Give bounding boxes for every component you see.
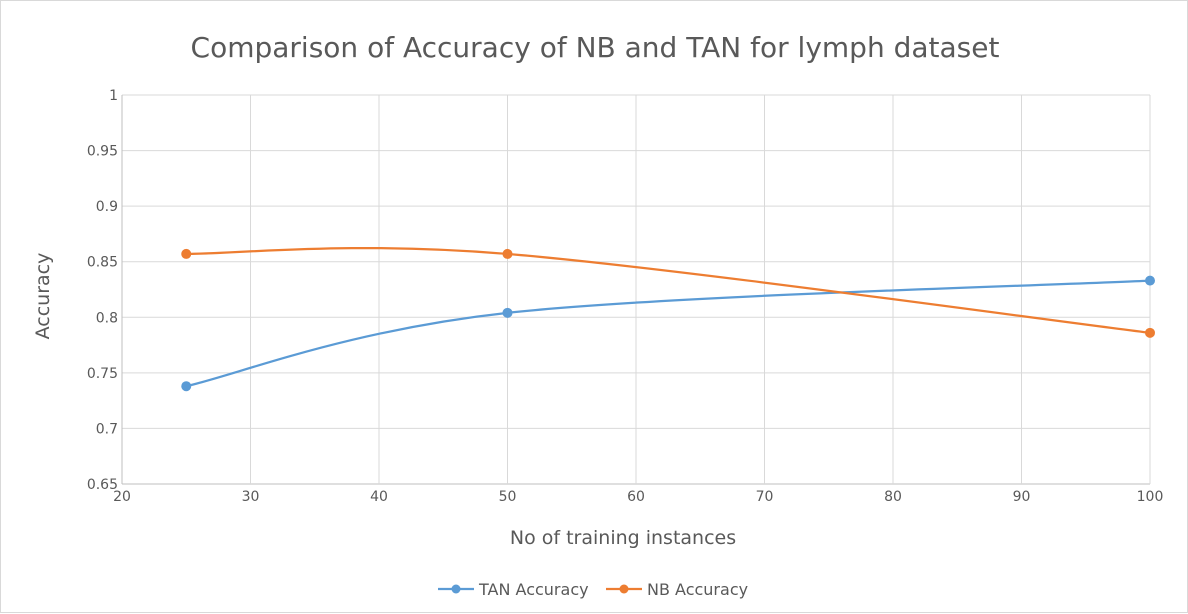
data-point[interactable] <box>181 248 192 259</box>
legend-item[interactable]: NB Accuracy <box>606 580 748 599</box>
data-point[interactable] <box>502 248 513 259</box>
series-lines <box>181 246 1155 392</box>
series-line <box>185 279 1151 388</box>
y-tick-label: 0.9 <box>96 199 118 215</box>
x-tick-label: 60 <box>627 489 645 505</box>
legend-point-marker <box>451 584 461 594</box>
x-tick-label: 80 <box>884 489 902 505</box>
data-point[interactable] <box>181 381 192 392</box>
legend-item[interactable]: TAN Accuracy <box>438 580 589 599</box>
data-point[interactable] <box>1145 327 1155 338</box>
chart-title: Comparison of Accuracy of NB and TAN for… <box>191 31 1000 64</box>
y-tick-label: 0.7 <box>96 421 118 437</box>
x-tick-label: 50 <box>499 489 517 505</box>
x-axis-title: No of training instances <box>510 527 736 549</box>
legend-point-marker <box>619 584 629 594</box>
x-tick-label: 90 <box>1013 489 1031 505</box>
x-tick-label: 100 <box>1137 489 1164 505</box>
y-tick-label: 0.85 <box>87 255 118 271</box>
series-nb-accuracy <box>181 246 1155 338</box>
data-point[interactable] <box>502 307 513 318</box>
x-tick-label: 70 <box>756 489 774 505</box>
y-axis-title: Accuracy <box>32 253 54 340</box>
data-point[interactable] <box>1145 275 1155 286</box>
legend-label: TAN Accuracy <box>478 580 589 599</box>
y-tick-label: 0.75 <box>87 366 118 382</box>
y-tick-label: 1 <box>109 88 118 104</box>
y-tick-label: 0.65 <box>87 477 118 493</box>
tick-labels: 0.65 0.7 0.75 0.8 0.85 0.9 0.95 1 20 30 40 50 60 70 80… <box>87 88 1164 505</box>
x-tick-label: 20 <box>113 489 131 505</box>
y-tick-label: 0.95 <box>87 144 118 160</box>
x-tick-label: 40 <box>370 489 388 505</box>
y-tick-label: 0.8 <box>96 310 118 326</box>
legend-label: NB Accuracy <box>647 580 748 599</box>
gridlines <box>121 94 1151 485</box>
x-tick-label: 30 <box>242 489 260 505</box>
legend: TAN Accuracy NB Accuracy <box>438 580 748 599</box>
series-line <box>186 246 1151 334</box>
series-tan-accuracy <box>181 275 1155 392</box>
